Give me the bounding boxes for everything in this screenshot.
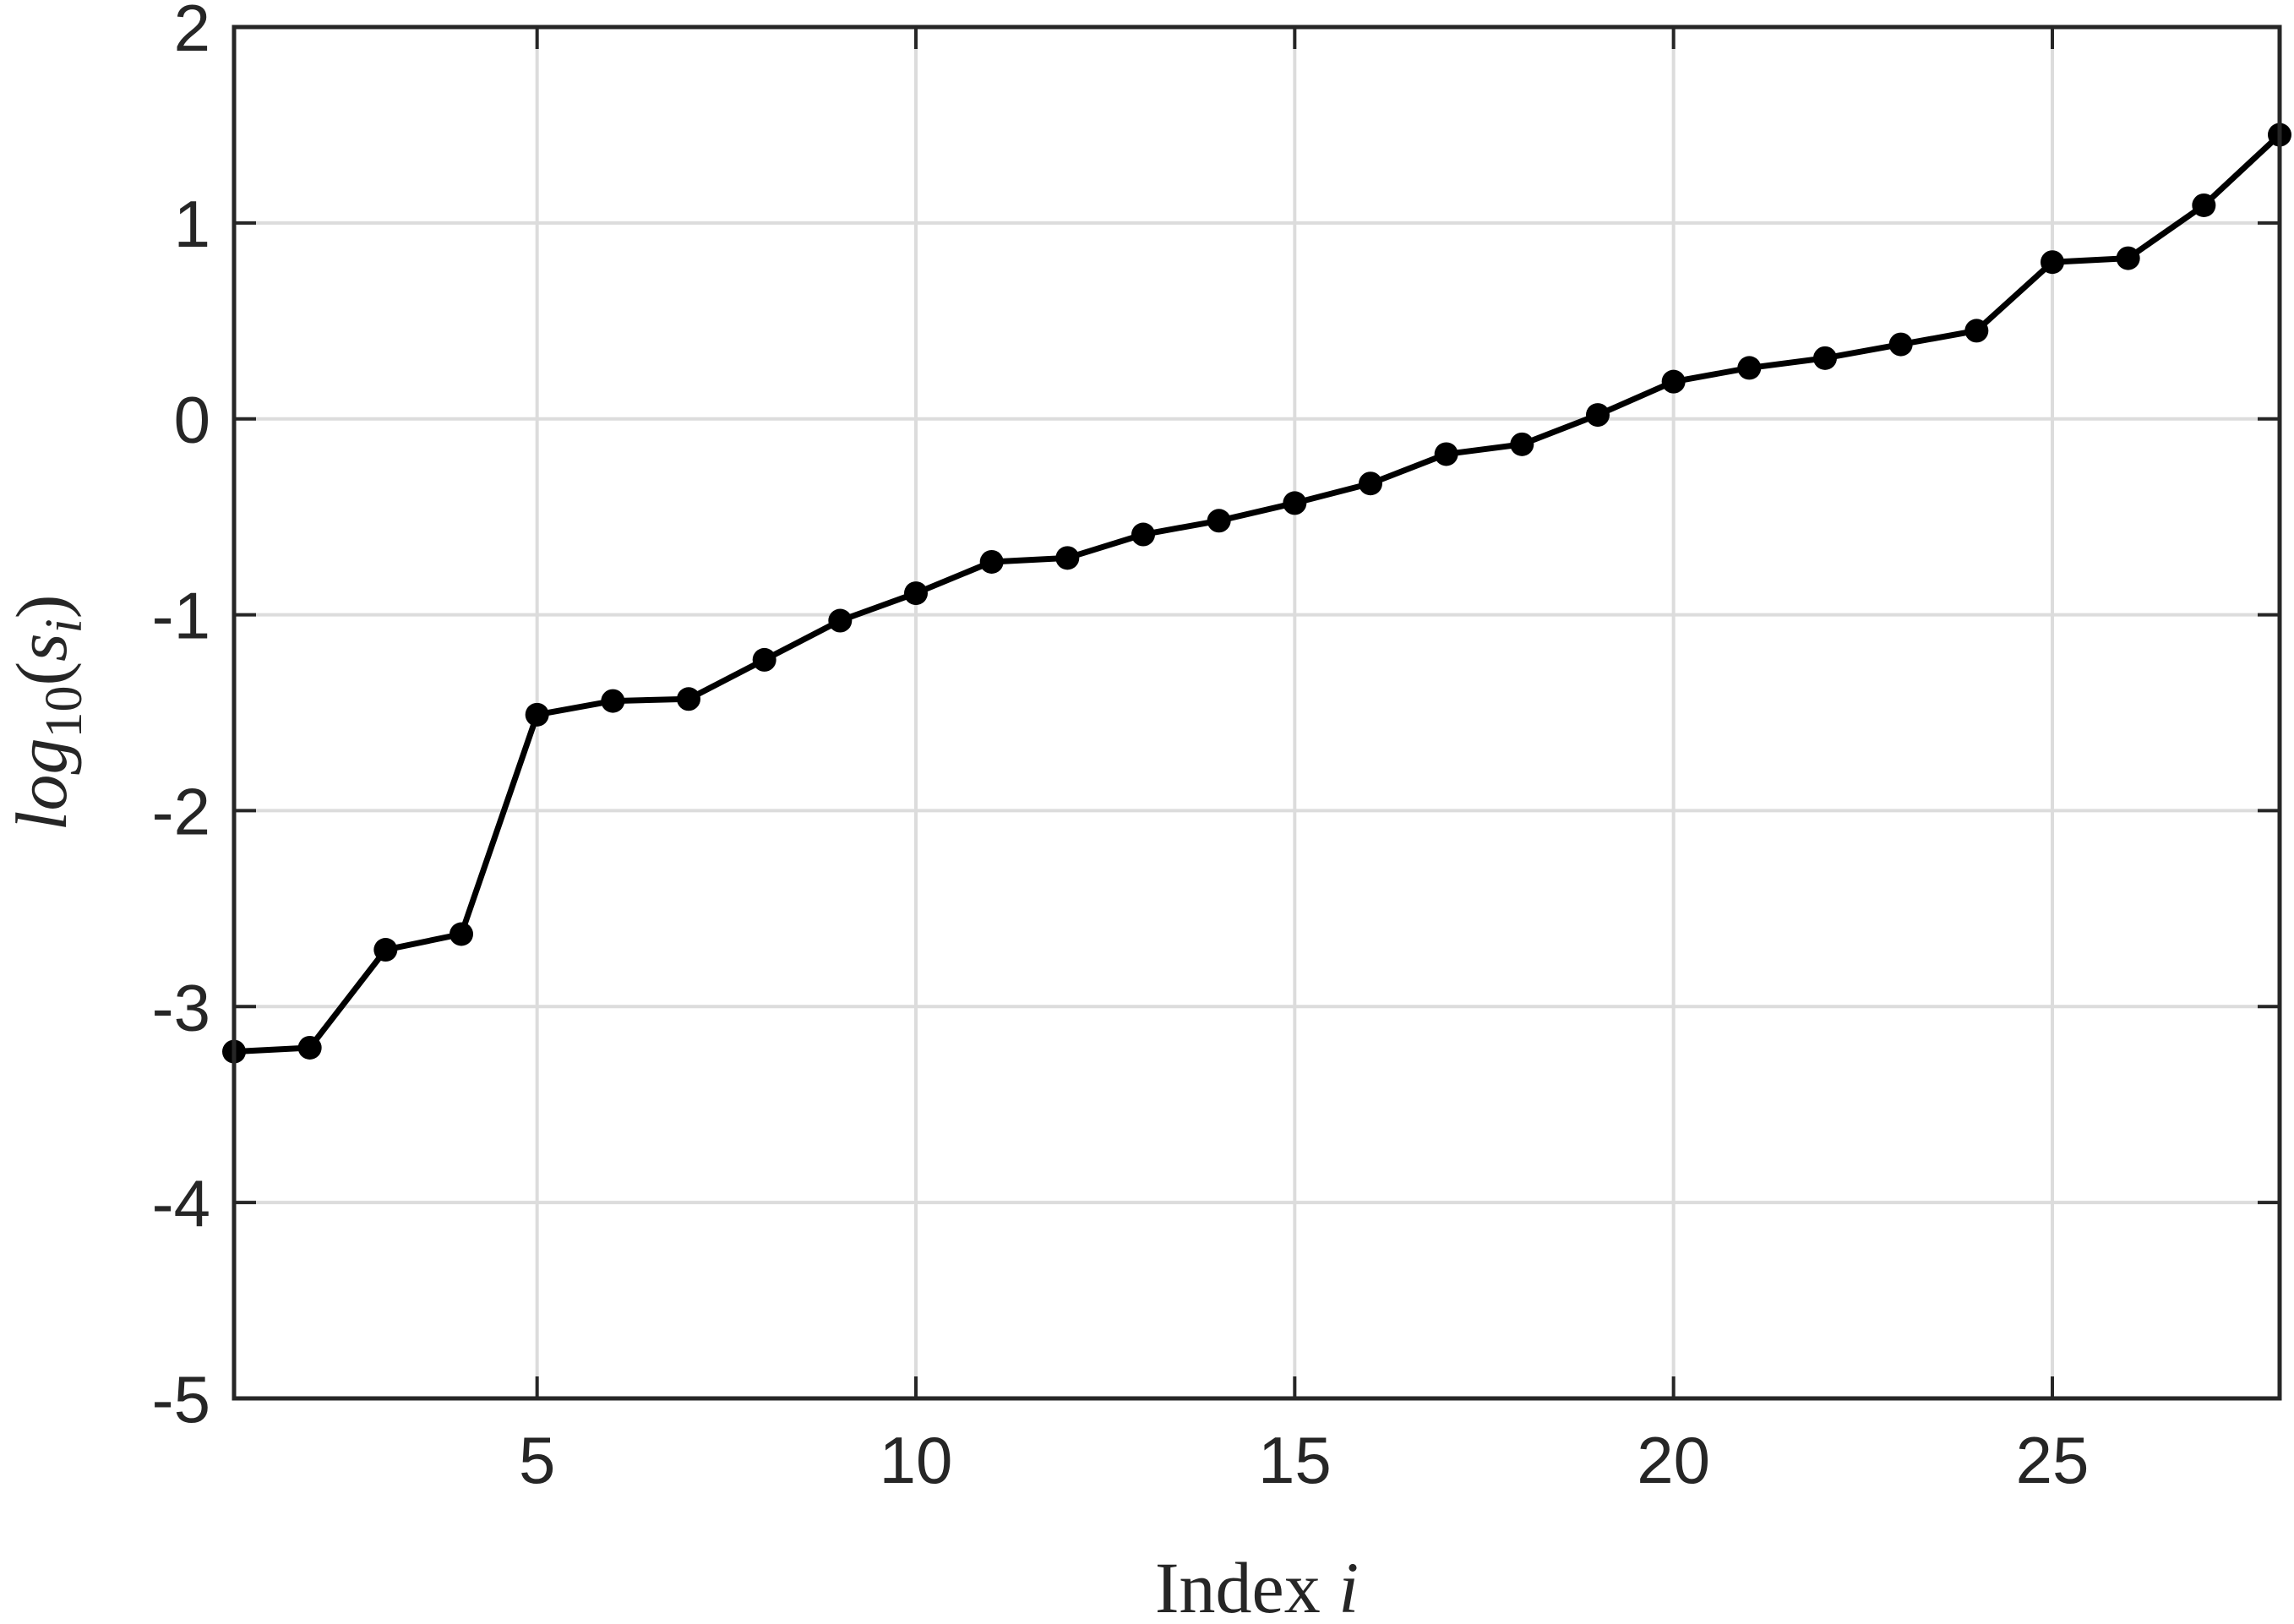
y-axis-label-close-paren: ) (1, 595, 82, 619)
x-tick-label: 25 (2016, 1423, 2090, 1497)
plot-frame (232, 25, 2282, 1401)
y-axis-label-fn: log (1, 738, 82, 831)
y-axis-label: log10(si) (1, 595, 93, 831)
x-axis-label: Index i (1155, 1547, 1359, 1624)
data-point (1283, 491, 1307, 515)
y-tick-label: 1 (174, 187, 210, 261)
data-point (1813, 346, 1837, 370)
x-tick-label: 15 (1258, 1423, 1332, 1497)
y-axis-label-open-paren: ( (1, 662, 82, 686)
data-point (1661, 369, 1686, 394)
data-point (904, 581, 928, 606)
y-tick-label: -5 (152, 1362, 210, 1436)
y-tick-label: -1 (152, 579, 210, 653)
y-tick-label: -2 (152, 774, 210, 848)
y-tick-label: -4 (152, 1166, 210, 1240)
data-point (1964, 319, 1989, 343)
x-axis-label-text: Index (1155, 1547, 1338, 1624)
data-point (1207, 509, 1231, 533)
y-tick-label: 0 (174, 383, 210, 457)
data-point (373, 938, 398, 962)
x-tick-labels: 5 10 15 20 25 (519, 1423, 2089, 1497)
x-tick-label: 10 (880, 1423, 953, 1497)
data-point (2116, 246, 2140, 270)
data-point (828, 608, 853, 633)
y-axis-label-arg: s (1, 633, 82, 661)
x-axis-label-var: i (1338, 1547, 1359, 1624)
data-point (601, 689, 625, 713)
data-point (2041, 250, 2064, 275)
data-point (525, 702, 549, 727)
data-point (1055, 546, 1080, 570)
y-axis-label-sub: 10 (35, 686, 93, 738)
data-series (222, 123, 2291, 1064)
y-tick-label: -3 (152, 970, 210, 1044)
data-point (1131, 522, 1155, 547)
y-axis-label-argsub: i (35, 619, 93, 633)
data-point (1359, 471, 1382, 496)
data-point (1434, 442, 1458, 466)
data-point (752, 647, 776, 672)
data-point (450, 922, 473, 946)
x-tick-label: 20 (1637, 1423, 1710, 1497)
data-point (297, 1035, 322, 1060)
data-point (979, 549, 1004, 574)
data-point (2192, 193, 2216, 217)
x-tick-label: 5 (519, 1423, 555, 1497)
data-point (1737, 356, 1762, 380)
data-point (1586, 403, 1610, 428)
data-point (1510, 432, 1534, 456)
series-line (233, 132, 2282, 1055)
y-tick-labels: -5 -4 -3 -2 -1 0 1 2 (152, 0, 210, 1436)
data-point (1888, 332, 1913, 357)
y-tick-label: 2 (174, 0, 210, 65)
data-point (677, 687, 700, 711)
